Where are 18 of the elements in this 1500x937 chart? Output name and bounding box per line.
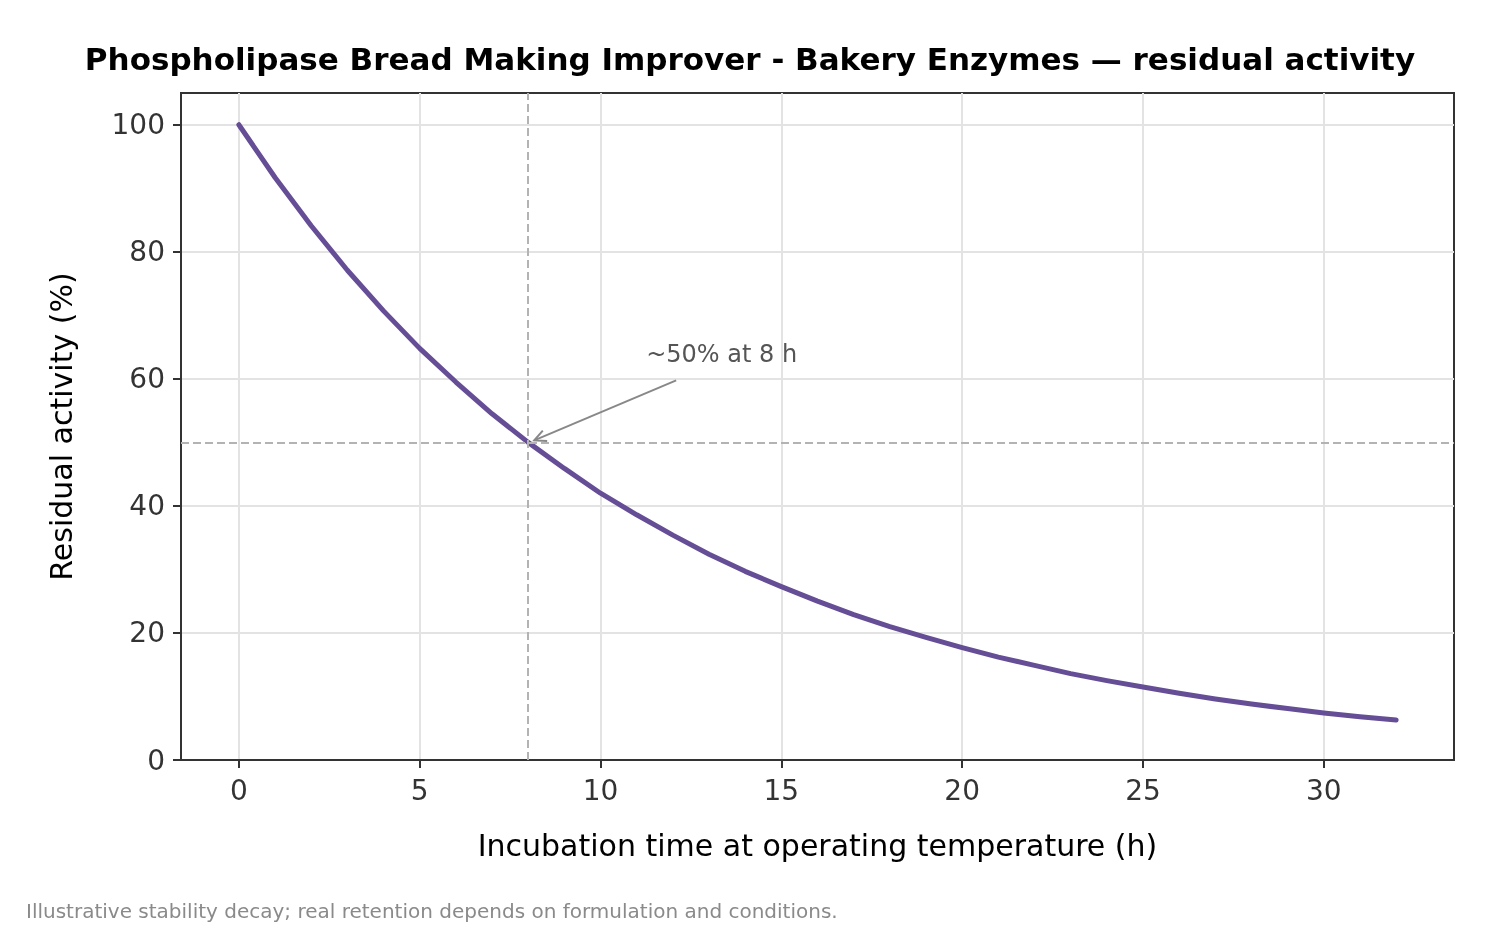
x-tick-label: 25 [1125, 773, 1161, 807]
y-tick-label: 80 [129, 235, 165, 269]
x-tick-label: 10 [582, 773, 619, 807]
text: Illustrative stability decay; real retention depends on formulation and conditions. [26, 899, 838, 923]
x-tick-label: 0 [229, 773, 248, 807]
x-tick-label: 20 [944, 773, 980, 807]
y-tick-label: 60 [129, 362, 165, 396]
x-tick-label: 15 [763, 773, 800, 807]
chart-title: Phospholipase Bread Making Improver - Bakery Enzymes — residual activity [84, 40, 1416, 77]
x-axis-title: Incubation time at operating temperature (h) [477, 827, 1158, 863]
y-tick-label: 100 [111, 108, 165, 142]
x-tick-label: 5 [410, 773, 429, 807]
y-tick-label: 0 [147, 743, 165, 777]
y-tick-label: 40 [129, 489, 165, 523]
x-tick-label: 30 [1305, 773, 1342, 807]
y-tick-label: 20 [129, 616, 165, 650]
y-axis-title: Residual activity (%) [43, 272, 79, 581]
annotation: ~50% at 8 h [646, 340, 798, 369]
